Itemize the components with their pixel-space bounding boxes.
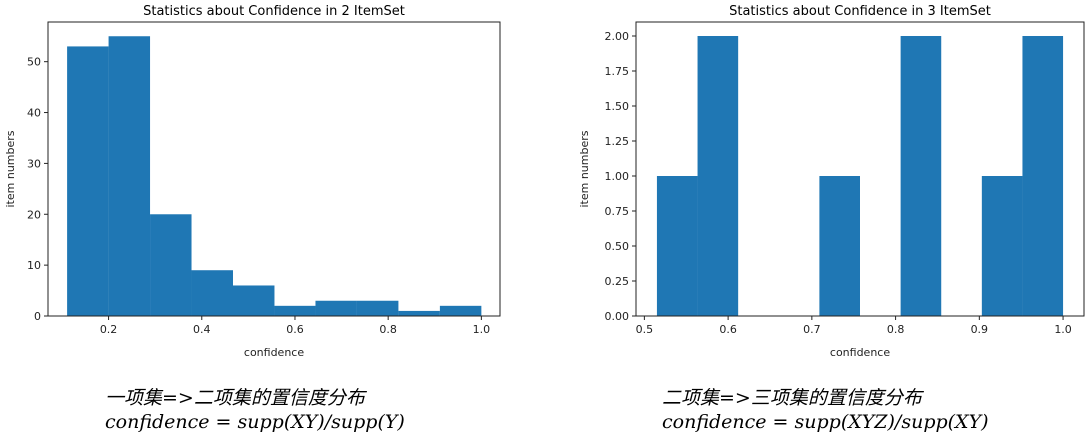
caption-left-title: 一项集=>二项集的置信度分布 [105, 387, 365, 409]
axes-frame [635, 21, 1085, 317]
chart-2: 0.5 0.6 0.7 0.8 0.9 1.0 0.00 0.25 0.50 0.75 1.00 1.… [578, 4, 1085, 359]
caption-right: 二项集=>三项集的置信度分布 confidence = supp(XYZ)/su… [662, 386, 989, 434]
y-tick-label: 0 [34, 310, 41, 323]
histogram-bar [274, 305, 316, 316]
y-tick-label: 0.75 [605, 205, 630, 218]
chart-title: Statistics about Confidence in 3 ItemSet [729, 4, 991, 19]
x-tick-label: 0.8 [887, 323, 905, 336]
y-tick-label: 20 [27, 208, 41, 221]
x-tick-label: 0.6 [286, 323, 304, 336]
histogram-bar [398, 310, 440, 316]
histogram-bar [356, 300, 399, 316]
histogram-bar [981, 176, 1023, 316]
x-tick-label: 1.0 [1054, 323, 1072, 336]
y-tick-label: 10 [27, 259, 41, 272]
histogram-bar [1022, 36, 1064, 316]
y-tick-label: 50 [27, 56, 41, 69]
caption-right-formula: confidence = supp(XYZ)/supp(XY) [662, 411, 989, 433]
x-tick-label: 0.9 [971, 323, 989, 336]
y-tick-label: 0.25 [605, 275, 630, 288]
histogram-bar [656, 176, 698, 316]
y-axis-label: item numbers [4, 130, 17, 207]
y-tick-label: 2.00 [605, 30, 630, 43]
histogram-bar [150, 214, 192, 316]
histogram-bar [67, 46, 109, 317]
x-tick-label: 0.2 [100, 323, 118, 336]
histogram-bar [439, 305, 482, 316]
y-tick-label: 1.75 [605, 65, 630, 78]
x-tick-label: 0.4 [193, 323, 211, 336]
histogram-bar [697, 36, 739, 316]
histogram-bar [191, 270, 233, 316]
y-tick-label: 30 [27, 157, 41, 170]
histogram-bar [900, 36, 942, 316]
y-tick-label: 0.00 [605, 310, 630, 323]
y-tick-label: 1.50 [605, 100, 630, 113]
caption-right-title: 二项集=>三项集的置信度分布 [662, 387, 922, 409]
histogram-bar [315, 300, 357, 316]
caption-left-formula: confidence = supp(XY)/supp(Y) [105, 411, 405, 433]
x-axis-label: confidence [244, 346, 304, 359]
y-tick-label: 40 [27, 107, 41, 120]
x-tick-label: 0.6 [719, 323, 737, 336]
y-tick-label: 1.25 [605, 135, 630, 148]
x-tick-label: 0.8 [379, 323, 397, 336]
histogram-bar [819, 176, 860, 316]
y-tick-label: 0.50 [605, 240, 630, 253]
y-tick-label: 1.00 [605, 170, 630, 183]
axes-frame [47, 21, 501, 317]
chart-1: 0.2 0.4 0.6 0.8 1.0 0 10 20 30 40 50 Statistics abo… [4, 4, 501, 359]
x-tick-label: 1.0 [473, 323, 491, 336]
x-axis-label: confidence [830, 346, 890, 359]
histogram-bar [108, 36, 151, 316]
histogram-bar [232, 285, 275, 316]
x-tick-label: 0.5 [636, 323, 654, 336]
chart-title: Statistics about Confidence in 2 ItemSet [143, 4, 405, 19]
caption-left: 一项集=>二项集的置信度分布 confidence = supp(XY)/sup… [105, 386, 405, 434]
y-axis-label: item numbers [578, 130, 591, 207]
x-tick-label: 0.7 [803, 323, 821, 336]
